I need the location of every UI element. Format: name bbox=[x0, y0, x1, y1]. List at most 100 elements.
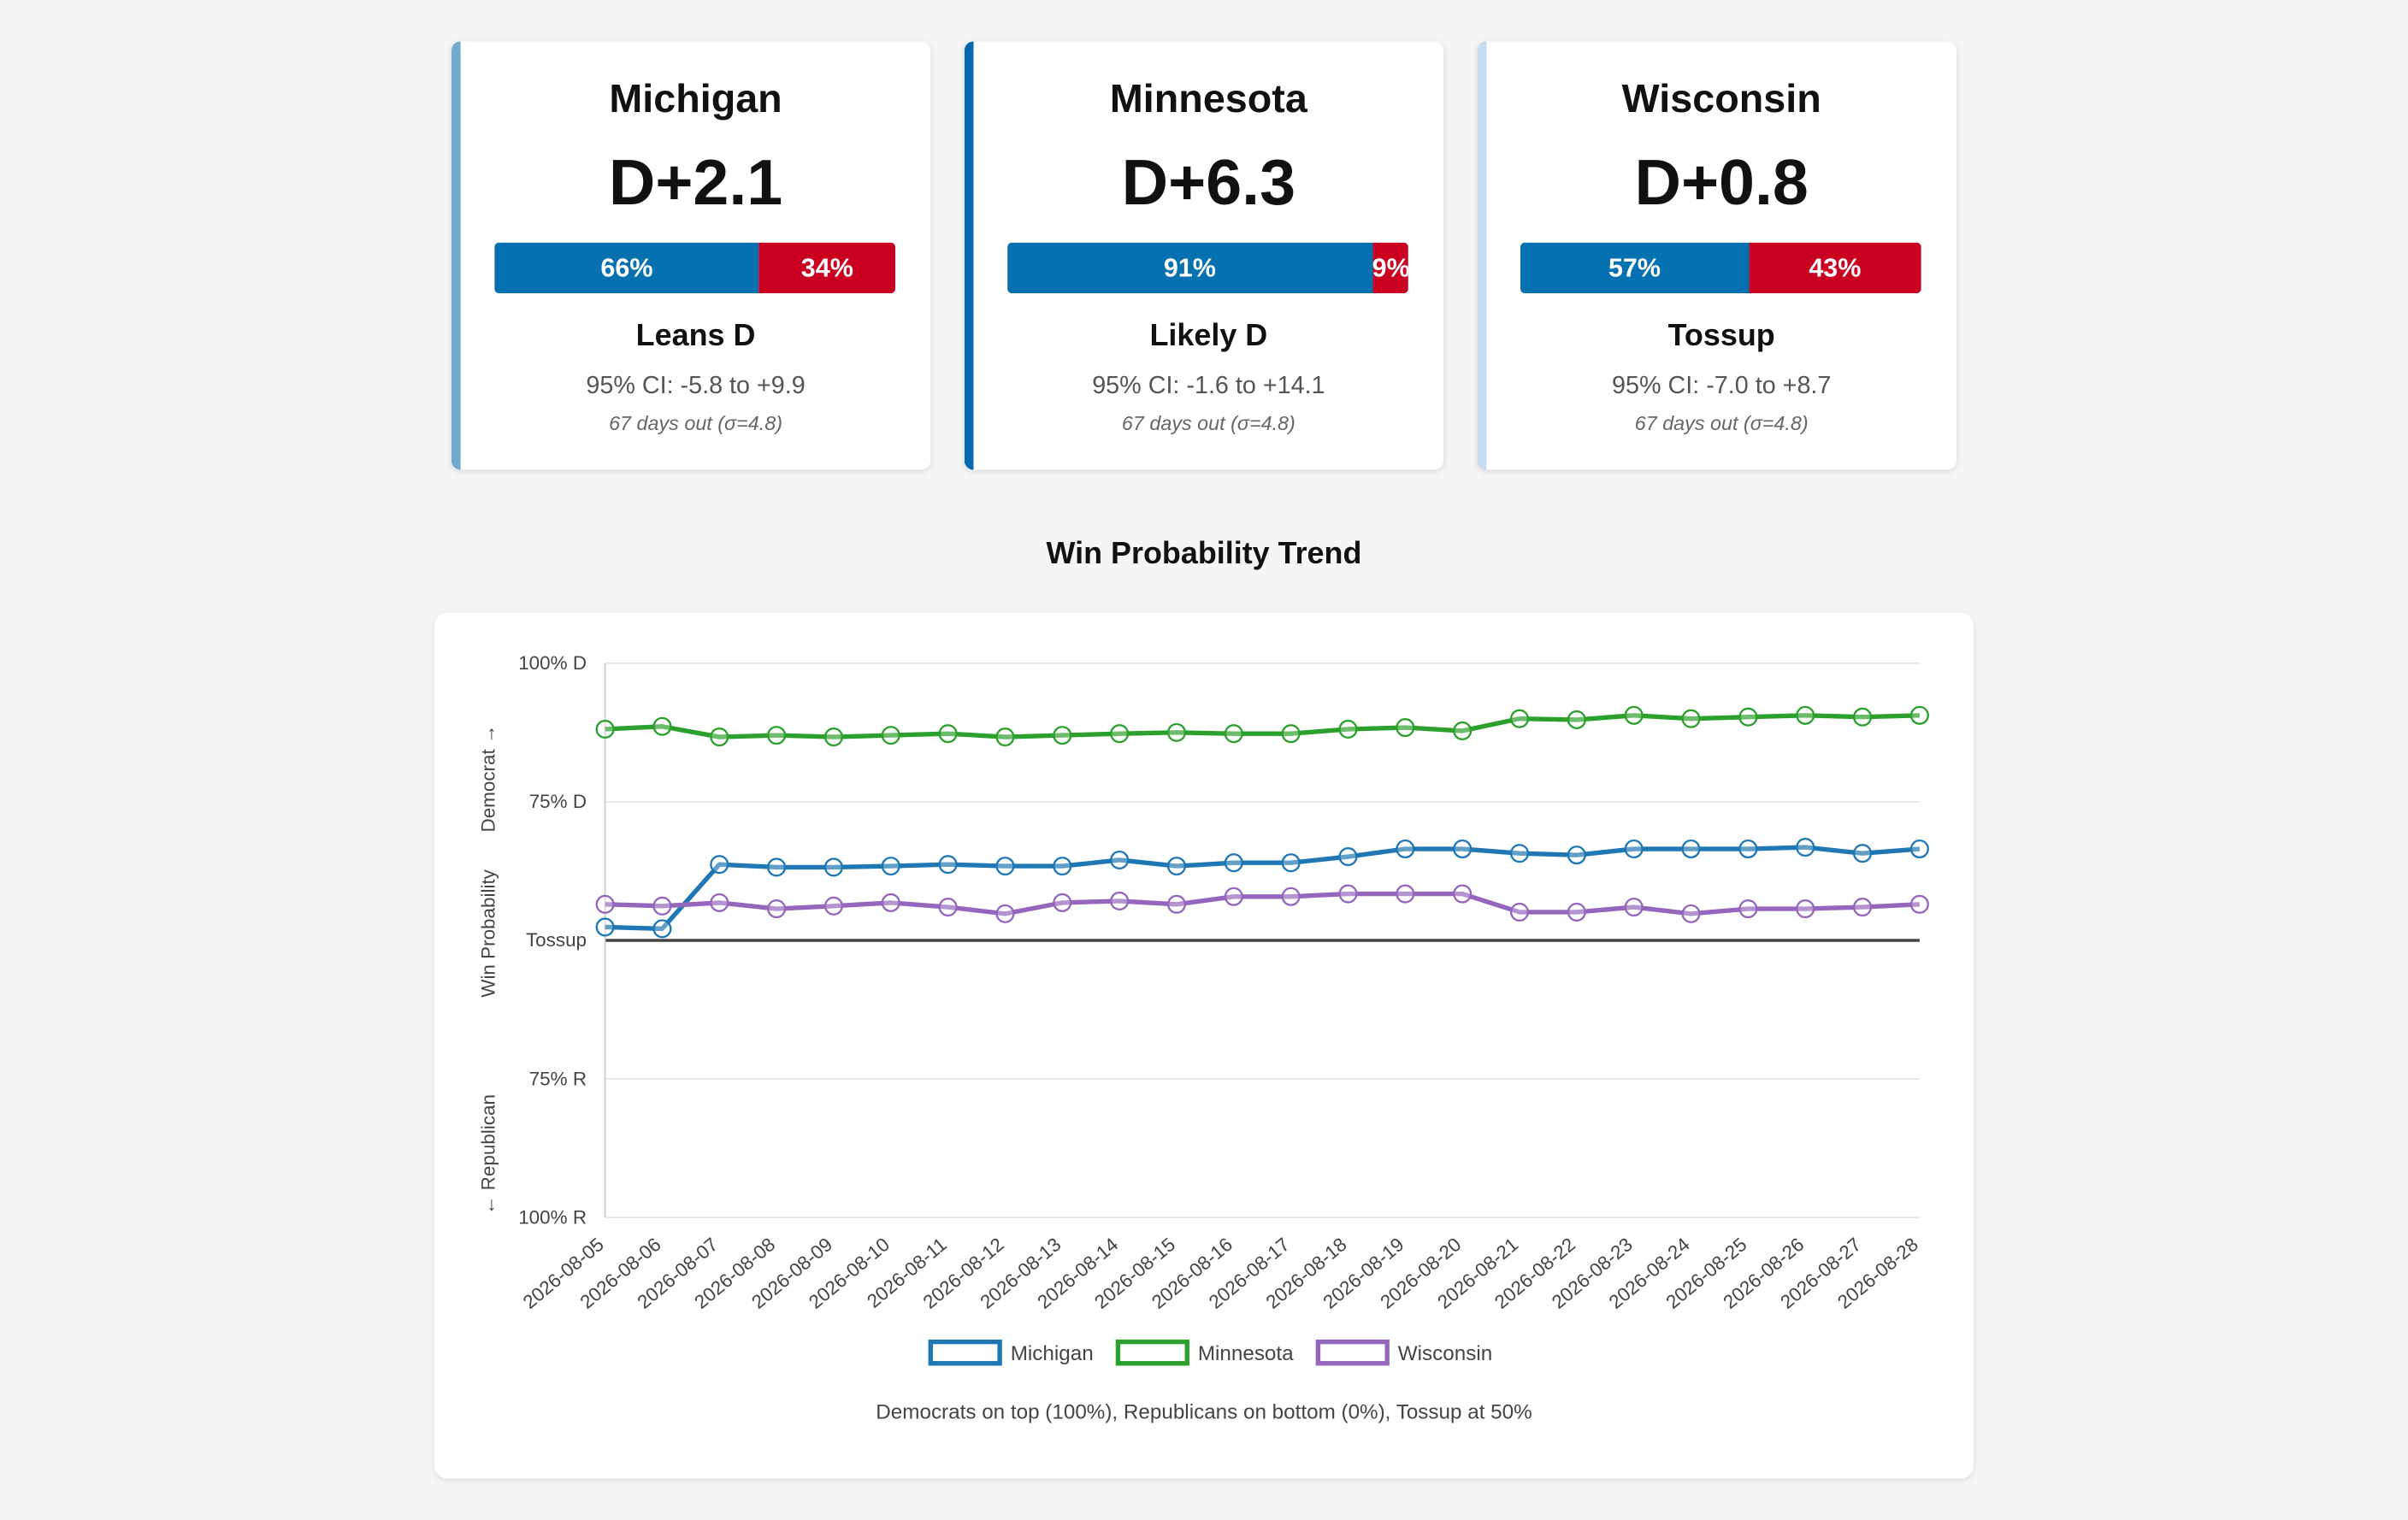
point bbox=[1567, 845, 1586, 865]
point bbox=[1338, 847, 1358, 867]
point bbox=[1624, 898, 1644, 917]
series-line bbox=[605, 845, 1921, 932]
point bbox=[1909, 705, 1929, 725]
point bbox=[881, 726, 900, 745]
point bbox=[938, 898, 958, 917]
point bbox=[823, 728, 843, 747]
point bbox=[1166, 894, 1187, 914]
point bbox=[1567, 902, 1586, 922]
point bbox=[995, 728, 1015, 747]
legend-label: Wisconsin bbox=[1398, 1342, 1492, 1365]
point bbox=[1681, 904, 1701, 923]
point bbox=[1852, 898, 1873, 917]
point bbox=[1681, 709, 1701, 728]
point bbox=[1453, 884, 1473, 904]
rep-segment: 43% bbox=[1749, 242, 1921, 294]
state-name: Wisconsin bbox=[1621, 74, 1821, 121]
margin: D+6.3 bbox=[1121, 145, 1296, 219]
point bbox=[1224, 887, 1243, 906]
point bbox=[881, 893, 900, 912]
point bbox=[1509, 902, 1530, 922]
point bbox=[995, 904, 1015, 923]
state-card: Minnesota D+6.3 91% 9% Likely D 95% CI: -1.6 … bbox=[964, 41, 1444, 470]
legend-swatch bbox=[1315, 1339, 1390, 1366]
point bbox=[595, 894, 615, 914]
point bbox=[1281, 887, 1301, 906]
dem-segment: 66% bbox=[494, 242, 759, 294]
point bbox=[1567, 710, 1586, 730]
y-tick-label: 75% R bbox=[529, 1068, 587, 1089]
point bbox=[1509, 844, 1530, 863]
legend-swatch bbox=[1115, 1339, 1189, 1366]
point bbox=[1852, 844, 1873, 863]
legend-swatch bbox=[928, 1339, 1002, 1366]
point bbox=[1338, 719, 1358, 739]
point bbox=[823, 896, 843, 916]
point bbox=[1166, 722, 1187, 742]
point bbox=[1166, 857, 1187, 876]
probability-bar: 66% 34% bbox=[494, 242, 895, 294]
point bbox=[1796, 705, 1815, 725]
point bbox=[1909, 839, 1929, 859]
point bbox=[1396, 884, 1415, 904]
note: 67 days out (σ=4.8) bbox=[609, 411, 783, 435]
point bbox=[652, 896, 672, 916]
point bbox=[1110, 850, 1130, 870]
point bbox=[652, 919, 672, 939]
point bbox=[881, 857, 900, 876]
point bbox=[767, 857, 787, 877]
rating: Likely D bbox=[1149, 319, 1268, 354]
y-tick-label: 100% D bbox=[518, 652, 587, 674]
point bbox=[1453, 721, 1473, 740]
rating: Tossup bbox=[1667, 319, 1775, 354]
margin: D+0.8 bbox=[1634, 145, 1809, 219]
rep-segment: 9% bbox=[1372, 242, 1408, 294]
series-line bbox=[605, 891, 1921, 916]
point bbox=[1224, 724, 1243, 744]
probability-bar: 91% 9% bbox=[1007, 242, 1408, 294]
y-axis-label: ← Republican bbox=[477, 1094, 499, 1215]
dem-segment: 91% bbox=[1007, 242, 1372, 294]
point bbox=[1624, 839, 1644, 859]
y-axis-label: Democrat → bbox=[477, 725, 499, 833]
point bbox=[1110, 724, 1130, 744]
state-card: Michigan D+2.1 66% 34% Leans D 95% CI: -5.8 t… bbox=[451, 41, 931, 470]
point bbox=[1681, 839, 1701, 859]
point bbox=[1796, 898, 1815, 919]
chart-title: Win Probability Trend bbox=[1046, 537, 1362, 572]
point bbox=[1738, 839, 1758, 859]
point bbox=[595, 917, 615, 937]
point bbox=[1224, 853, 1243, 873]
point bbox=[1396, 839, 1415, 859]
point bbox=[1053, 857, 1072, 876]
point bbox=[1053, 726, 1072, 745]
point bbox=[1909, 894, 1929, 914]
point bbox=[1796, 838, 1815, 857]
y-tick-label: 100% R bbox=[518, 1206, 587, 1228]
chart-panel bbox=[434, 612, 1974, 1479]
series-line bbox=[605, 713, 1920, 739]
state-name: Michigan bbox=[609, 74, 782, 121]
point bbox=[1624, 705, 1644, 725]
y-tick-label: 75% D bbox=[529, 791, 587, 812]
legend-label: Michigan bbox=[1011, 1342, 1094, 1365]
point bbox=[1453, 839, 1473, 859]
footnote: Democrats on top (100%), Republicans on … bbox=[876, 1400, 1532, 1423]
point bbox=[1738, 898, 1758, 919]
note: 67 days out (σ=4.8) bbox=[1121, 411, 1295, 435]
dem-segment: 57% bbox=[1520, 242, 1750, 294]
point bbox=[1738, 707, 1758, 727]
state-name: Minnesota bbox=[1109, 74, 1307, 121]
point bbox=[1281, 853, 1301, 873]
confidence-interval: 95% CI: -5.8 to +9.9 bbox=[586, 373, 806, 399]
point bbox=[1338, 884, 1358, 904]
point bbox=[652, 716, 672, 736]
point bbox=[1110, 891, 1130, 911]
state-card: Wisconsin D+0.8 57% 43% Tossup 95% CI: -7.0 t… bbox=[1477, 41, 1956, 470]
point bbox=[1281, 724, 1301, 744]
point bbox=[710, 728, 729, 747]
probability-bar: 57% 43% bbox=[1520, 242, 1921, 294]
